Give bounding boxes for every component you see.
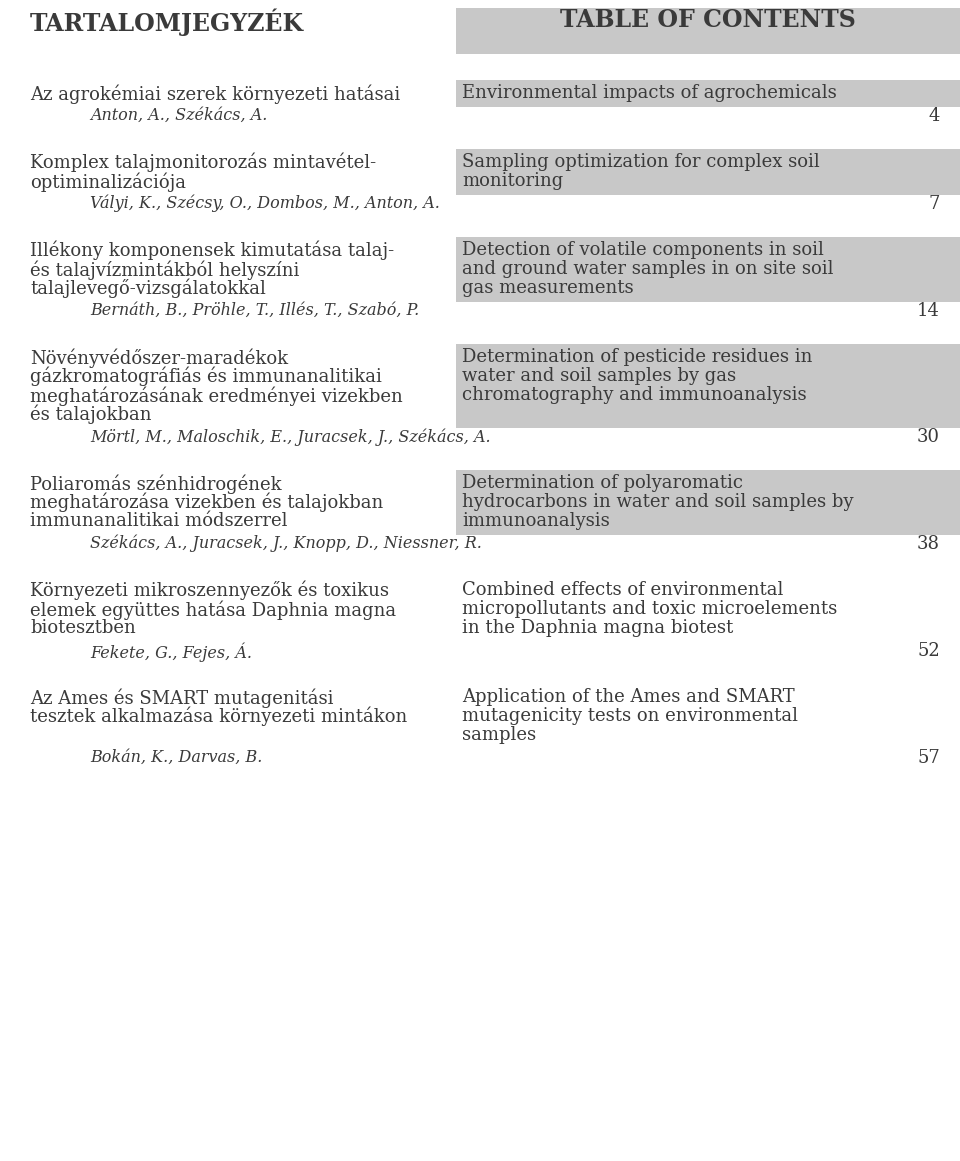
Text: Fekete, G., Fejes, Á.: Fekete, G., Fejes, Á. xyxy=(90,642,252,662)
Text: meghatározása vizekben és talajokban: meghatározása vizekben és talajokban xyxy=(30,493,383,512)
Text: Bokán, K., Darvas, B.: Bokán, K., Darvas, B. xyxy=(90,749,262,766)
Text: Sampling optimization for complex soil: Sampling optimization for complex soil xyxy=(462,153,820,171)
Text: Detection of volatile components in soil: Detection of volatile components in soil xyxy=(462,241,824,259)
Text: and ground water samples in on site soil: and ground water samples in on site soil xyxy=(462,260,833,277)
Text: Székács, A., Juracsek, J., Knopp, D., Niessner, R.: Székács, A., Juracsek, J., Knopp, D., Ni… xyxy=(90,535,482,553)
Text: chromatography and immunoanalysis: chromatography and immunoanalysis xyxy=(462,385,806,404)
Text: immunanalitikai módszerrel: immunanalitikai módszerrel xyxy=(30,512,287,531)
Text: optiminalizációja: optiminalizációja xyxy=(30,172,186,192)
Text: 52: 52 xyxy=(917,642,940,659)
Text: Vályi, K., Szécsy, O., Dombos, M., Anton, A.: Vályi, K., Szécsy, O., Dombos, M., Anton… xyxy=(90,195,440,212)
Text: monitoring: monitoring xyxy=(462,172,564,190)
Bar xyxy=(456,80,960,107)
Text: és talajvízmintákból helyszíni: és talajvízmintákból helyszíni xyxy=(30,260,300,280)
Text: 57: 57 xyxy=(917,749,940,767)
Bar xyxy=(456,8,960,55)
Text: Mörtl, M., Maloschik, E., Juracsek, J., Székács, A.: Mörtl, M., Maloschik, E., Juracsek, J., … xyxy=(90,428,491,446)
Text: TARTALOMJEGYZÉK: TARTALOMJEGYZÉK xyxy=(30,8,304,36)
Text: biotesztben: biotesztben xyxy=(30,619,135,637)
Text: Determination of polyaromatic: Determination of polyaromatic xyxy=(462,474,743,492)
Text: Determination of pesticide residues in: Determination of pesticide residues in xyxy=(462,348,812,366)
Text: 14: 14 xyxy=(917,302,940,320)
Text: water and soil samples by gas: water and soil samples by gas xyxy=(462,367,736,385)
Text: Combined effects of environmental: Combined effects of environmental xyxy=(462,580,783,599)
Text: Növényvédőszer-maradékok: Növényvédőszer-maradékok xyxy=(30,348,288,368)
Text: meghatározásának eredményei vizekben: meghatározásának eredményei vizekben xyxy=(30,385,403,405)
Bar xyxy=(456,344,960,428)
Text: 7: 7 xyxy=(928,195,940,212)
Text: 4: 4 xyxy=(928,107,940,125)
Text: Az Ames és SMART mutagenitási: Az Ames és SMART mutagenitási xyxy=(30,688,333,707)
Text: mutagenicity tests on environmental: mutagenicity tests on environmental xyxy=(462,707,798,724)
Text: gázkromatográfiás és immunanalitikai: gázkromatográfiás és immunanalitikai xyxy=(30,367,382,387)
Text: 30: 30 xyxy=(917,428,940,446)
Text: Az agrokémiai szerek környezeti hatásai: Az agrokémiai szerek környezeti hatásai xyxy=(30,84,400,103)
Text: Poliaromás szénhidrogének: Poliaromás szénhidrogének xyxy=(30,474,281,493)
Bar xyxy=(456,470,960,535)
Text: samples: samples xyxy=(462,726,536,744)
Text: micropollutants and toxic microelements: micropollutants and toxic microelements xyxy=(462,600,837,618)
Bar xyxy=(456,149,960,195)
Text: immunoanalysis: immunoanalysis xyxy=(462,512,610,531)
Text: talajlevegő-vizsgálatokkal: talajlevegő-vizsgálatokkal xyxy=(30,279,266,298)
Text: Application of the Ames and SMART: Application of the Ames and SMART xyxy=(462,688,795,706)
Text: Komplex talajmonitorozás mintavétel-: Komplex talajmonitorozás mintavétel- xyxy=(30,153,376,173)
Text: Bernáth, B., Pröhle, T., Illés, T., Szabó, P.: Bernáth, B., Pröhle, T., Illés, T., Szab… xyxy=(90,302,420,319)
Text: és talajokban: és talajokban xyxy=(30,405,152,425)
Text: Environmental impacts of agrochemicals: Environmental impacts of agrochemicals xyxy=(462,84,837,102)
Text: gas measurements: gas measurements xyxy=(462,279,634,297)
Text: Környezeti mikroszennyezők és toxikus: Környezeti mikroszennyezők és toxikus xyxy=(30,580,389,600)
Bar xyxy=(456,237,960,302)
Text: Anton, A., Székács, A.: Anton, A., Székács, A. xyxy=(90,107,268,124)
Text: 38: 38 xyxy=(917,535,940,553)
Text: Illékony komponensek kimutatása talaj-: Illékony komponensek kimutatása talaj- xyxy=(30,241,395,260)
Text: tesztek alkalmazása környezeti mintákon: tesztek alkalmazása környezeti mintákon xyxy=(30,707,407,727)
Text: in the Daphnia magna biotest: in the Daphnia magna biotest xyxy=(462,619,733,637)
Text: TABLE OF CONTENTS: TABLE OF CONTENTS xyxy=(560,8,856,33)
Text: hydrocarbons in water and soil samples by: hydrocarbons in water and soil samples b… xyxy=(462,493,853,511)
Text: elemek együttes hatása Daphnia magna: elemek együttes hatása Daphnia magna xyxy=(30,600,396,620)
